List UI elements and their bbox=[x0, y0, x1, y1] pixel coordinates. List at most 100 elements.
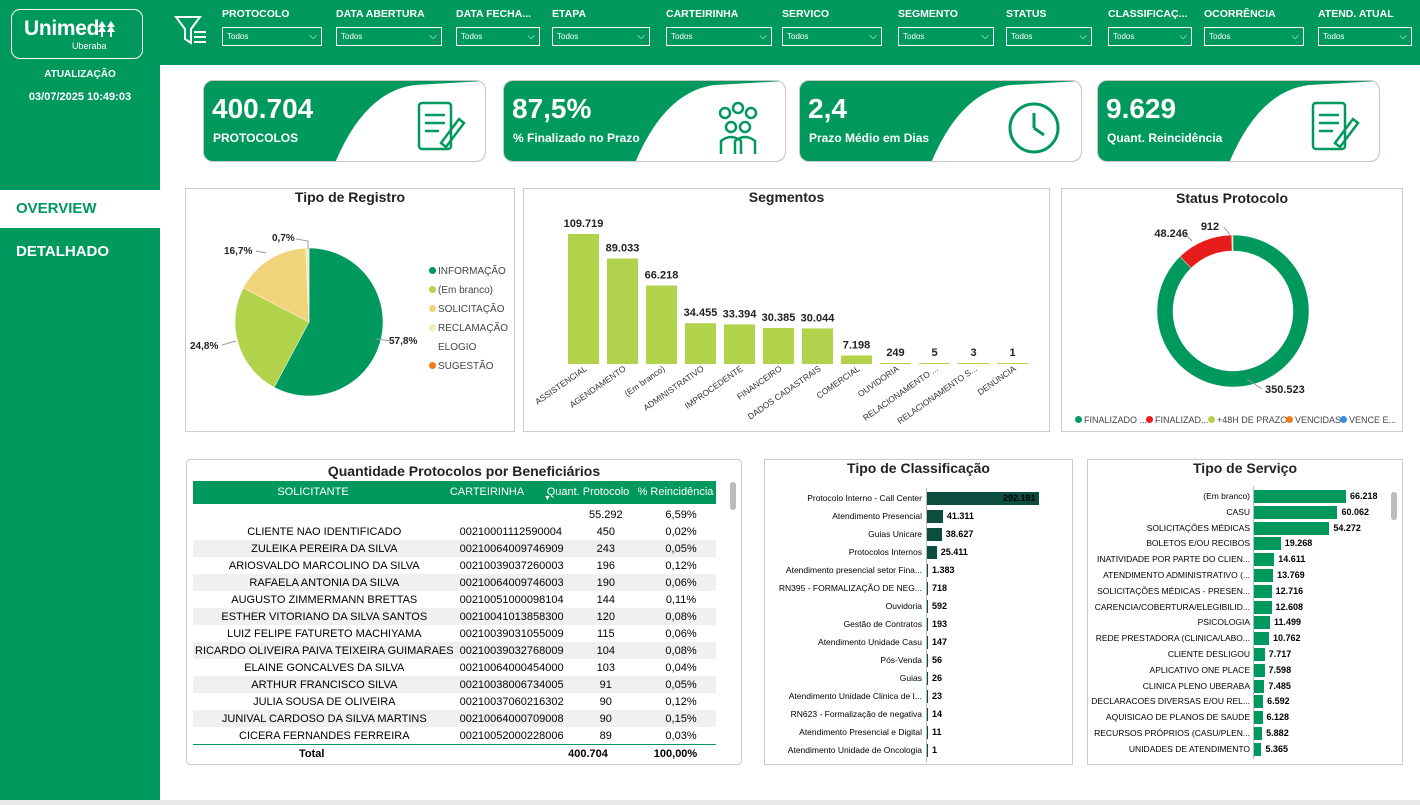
hbar-9[interactable] bbox=[927, 654, 928, 667]
bar-3[interactable] bbox=[685, 323, 716, 364]
hbar-9[interactable] bbox=[1254, 632, 1269, 646]
legend-item[interactable]: RECLAMAÇÃO bbox=[429, 323, 508, 334]
hbar-0[interactable] bbox=[1254, 490, 1346, 503]
table-scrollbar[interactable] bbox=[730, 482, 736, 510]
bar-7[interactable] bbox=[841, 355, 872, 364]
legend-item[interactable]: VENCE E... bbox=[1340, 415, 1396, 425]
table-row[interactable]: AUGUSTO ZIMMERMANN BRETTAS 00210051000098… bbox=[193, 591, 716, 608]
hbar-8[interactable] bbox=[1254, 616, 1270, 630]
nav-detalhado[interactable]: DETALHADO bbox=[16, 243, 110, 260]
hbar-10[interactable] bbox=[927, 672, 928, 685]
legend-item[interactable]: SOLICITAÇÃO bbox=[429, 304, 505, 315]
nav-overview[interactable]: OVERVIEW bbox=[0, 190, 160, 228]
hbar-data-label: 12.716 bbox=[1275, 585, 1304, 596]
hbar-1[interactable] bbox=[927, 510, 943, 523]
filter-dropdown[interactable]: Todos ⌵ bbox=[1318, 27, 1412, 46]
hbar-4[interactable] bbox=[927, 564, 928, 577]
hbar-14[interactable] bbox=[927, 744, 928, 757]
table-row[interactable]: JULIA SOUSA DE OLIVEIRA 00210037060216302… bbox=[193, 693, 716, 710]
table-row[interactable]: JUNIVAL CARDOSO DA SILVA MARTINS 00210064… bbox=[193, 710, 716, 727]
hbar-3[interactable] bbox=[1254, 537, 1281, 551]
hbar-13[interactable] bbox=[1254, 695, 1264, 709]
table-row[interactable]: LUIZ FELIPE FATURETO MACHIYAMA 0021003903… bbox=[193, 625, 716, 642]
hbar-11[interactable] bbox=[1254, 663, 1265, 677]
legend-item[interactable]: FINALIZADO ... bbox=[1075, 415, 1147, 425]
filter-dropdown[interactable]: Todos ⌵ bbox=[456, 27, 540, 46]
donut-slice-0[interactable] bbox=[1156, 234, 1310, 388]
col-header-reincidencia[interactable]: % Reincidência bbox=[635, 481, 716, 504]
hbar-16[interactable] bbox=[1254, 742, 1262, 756]
table-row[interactable]: ZULEIKA PEREIRA DA SILVA 0021006400974690… bbox=[193, 540, 716, 557]
hbar-10[interactable] bbox=[1254, 648, 1265, 661]
table-row[interactable]: ELAINE GONCALVES DA SILVA 002100640004540… bbox=[193, 659, 716, 676]
table-row[interactable]: CICERA FERNANDES FERREIRA 002100520002280… bbox=[193, 727, 716, 744]
table-row[interactable]: ARTHUR FRANCISCO SILVA 00210038006734005 9… bbox=[193, 676, 716, 693]
table-row[interactable]: ARIOSVALDO MARCOLINO DA SILVA 00210039037… bbox=[193, 557, 716, 574]
hbar-5[interactable] bbox=[927, 582, 928, 595]
hbar-11[interactable] bbox=[927, 690, 928, 703]
filter-dropdown[interactable]: Todos ⌵ bbox=[1006, 27, 1092, 46]
table-row[interactable]: RICARDO OLIVEIRA PAIVA TEIXEIRA GUIMARAE… bbox=[193, 642, 716, 659]
filter-dropdown[interactable]: Todos ⌵ bbox=[552, 27, 650, 46]
filter-dropdown[interactable]: Todos ⌵ bbox=[898, 27, 994, 46]
filter-dropdown[interactable]: Todos ⌵ bbox=[666, 27, 772, 46]
hbar-13[interactable] bbox=[927, 726, 928, 739]
hbar-5[interactable] bbox=[1254, 569, 1274, 582]
servico-scrollbar[interactable] bbox=[1391, 492, 1397, 520]
hbar-12[interactable] bbox=[1254, 679, 1265, 693]
hbar-1[interactable] bbox=[1254, 505, 1338, 519]
bar-data-label: 5 bbox=[931, 347, 937, 359]
legend-item[interactable]: FINALIZAD... bbox=[1146, 415, 1209, 425]
hbar-7[interactable] bbox=[1254, 600, 1272, 614]
pie-slice-3[interactable] bbox=[305, 247, 310, 323]
legend-item[interactable]: ELOGIO bbox=[429, 342, 476, 353]
hbar-14[interactable] bbox=[1254, 711, 1263, 725]
hbar-3[interactable] bbox=[927, 546, 937, 559]
table-row[interactable]: ESTHER VITORIANO DA SILVA SANTOS 00210041… bbox=[193, 608, 716, 625]
filter-funnel-icon[interactable] bbox=[174, 14, 208, 53]
table-row[interactable]: 55.292 6,59% bbox=[193, 506, 716, 523]
col-header-quant[interactable]: ▼ Quant. Protocolo bbox=[541, 481, 635, 504]
hbar-12[interactable] bbox=[927, 708, 928, 721]
hbar-7[interactable] bbox=[927, 618, 928, 631]
hbar-6[interactable] bbox=[927, 600, 928, 613]
bar-0[interactable] bbox=[568, 234, 599, 364]
bar-4[interactable] bbox=[724, 324, 755, 364]
pie-slice-2[interactable] bbox=[242, 247, 310, 323]
hbar-15[interactable] bbox=[1254, 727, 1263, 740]
table-cell: ZULEIKA PEREIRA DA SILVA bbox=[251, 542, 398, 555]
hbar-4[interactable] bbox=[1254, 553, 1275, 567]
bar-11[interactable] bbox=[997, 363, 1028, 364]
table-row[interactable]: RAFAELA ANTONIA DA SILVA 0021006400974600… bbox=[193, 574, 716, 591]
hbar-8[interactable] bbox=[927, 636, 928, 649]
col-header-solicitante[interactable]: SOLICITANTE bbox=[193, 481, 433, 504]
hbar-0[interactable] bbox=[927, 492, 1039, 505]
legend-item[interactable]: +48H DE PRAZO bbox=[1208, 415, 1287, 425]
filter-dropdown[interactable]: Todos ⌵ bbox=[1108, 27, 1192, 46]
bar-1[interactable] bbox=[607, 258, 638, 364]
filter-dropdown[interactable]: Todos ⌵ bbox=[782, 27, 882, 46]
filter-dropdown[interactable]: Todos ⌵ bbox=[222, 27, 322, 46]
hbar-2[interactable] bbox=[927, 528, 942, 541]
legend-item[interactable]: INFORMAÇÃO bbox=[429, 266, 506, 277]
bar-2[interactable] bbox=[646, 285, 677, 364]
legend-item[interactable]: (Em branco) bbox=[429, 285, 493, 296]
legend-item[interactable]: VENCIDAS bbox=[1286, 415, 1341, 425]
filter-dropdown[interactable]: Todos ⌵ bbox=[336, 27, 442, 46]
bar-5[interactable] bbox=[763, 327, 794, 364]
bar-8[interactable] bbox=[880, 363, 911, 364]
kpi-wave bbox=[931, 81, 1081, 161]
table-row[interactable]: CLIENTE NAO IDENTIFICADO 0021000111259000… bbox=[193, 523, 716, 540]
filter-dropdown[interactable]: Todos ⌵ bbox=[1204, 27, 1304, 46]
table-cell: JUNIVAL CARDOSO DA SILVA MARTINS bbox=[221, 712, 427, 725]
bar-10[interactable] bbox=[958, 363, 989, 364]
hbar-6[interactable] bbox=[1254, 584, 1272, 598]
pie-slice-1[interactable] bbox=[234, 287, 310, 388]
col-header-carteirinha[interactable]: CARTEIRINHA bbox=[433, 481, 541, 504]
bar-9[interactable] bbox=[919, 363, 950, 364]
bar-6[interactable] bbox=[802, 328, 833, 364]
legend-label: (Em branco) bbox=[438, 285, 494, 296]
legend-item[interactable]: SUGESTÃO bbox=[429, 361, 494, 372]
hbar-2[interactable] bbox=[1254, 521, 1330, 535]
table-cell: 104 bbox=[596, 644, 615, 657]
